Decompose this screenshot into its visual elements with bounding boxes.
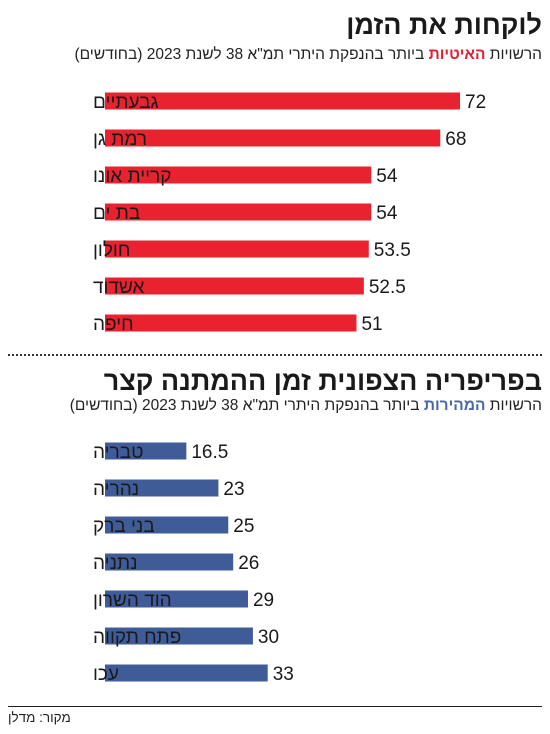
chart2-subtitle-end: ביותר בהנפקת היתרי תמ"א 38 לשנת 2023 (בח…	[69, 397, 424, 414]
chart2-category-label-0: טבריה	[93, 442, 144, 463]
chart2-value-label-2: 25	[233, 516, 254, 537]
chart1-category-label-1: רמת גן	[93, 129, 147, 150]
chart1-category-label-4: חולון	[93, 240, 130, 261]
chart2-bar-5	[105, 627, 253, 645]
chart1-value-label-0: 72	[465, 92, 486, 113]
chart1-subtitle-highlight: האיטיות	[428, 46, 486, 63]
chart1-value-label-4: 53.5	[374, 240, 411, 261]
chart1-title: לוקחות את הזמן	[346, 10, 542, 40]
chart2-category-label-3: נתניה	[93, 553, 138, 574]
chart2-value-label-1: 23	[223, 479, 244, 500]
source-note: מקור: מדלן	[8, 710, 71, 725]
chart2-subtitle-highlight: המהירות	[423, 397, 486, 414]
chart2-subtitle: הרשויות המהירות ביותר בהנפקת היתרי תמ"א …	[70, 397, 542, 415]
chart1-bar-0	[105, 92, 460, 110]
chart1-value-label-1: 68	[445, 129, 466, 150]
chart2-value-label-6: 33	[273, 664, 294, 685]
chart1-bar-2	[105, 166, 372, 184]
chart2-value-label-4: 29	[253, 590, 274, 611]
chart2-value-label-5: 30	[258, 627, 279, 648]
chart1-bar-1	[105, 129, 441, 147]
chart1-category-label-0: גבעתיים	[93, 92, 159, 113]
chart2-category-label-6: עכו	[93, 664, 119, 685]
chart1-category-label-2: קריית אונו	[93, 166, 171, 187]
chart1-category-label-5: אשדוד	[93, 277, 144, 298]
chart2-subtitle-start: הרשויות	[485, 397, 542, 414]
chart1-bar-5	[105, 277, 364, 295]
chart1-bar-3	[105, 203, 372, 221]
chart1-value-label-3: 54	[376, 203, 398, 224]
section-divider	[8, 354, 542, 356]
chart2-bars: טבריה 16.5 נהריה 23 בני ברק 25 נתניה 26 הוד השרו…	[93, 442, 294, 685]
chart1-subtitle-start: הרשויות	[485, 46, 542, 63]
chart2-category-label-5: פתח תקווה	[93, 627, 181, 648]
chart1-bar-4	[105, 240, 369, 258]
chart2-value-label-0: 16.5	[191, 442, 228, 463]
chart1-subtitle-end: ביותר בהנפקת היתרי תמ"א 38 לשנת 2023 (בח…	[74, 46, 429, 63]
bottom-rule	[8, 706, 542, 707]
chart2-bar-2	[105, 516, 229, 534]
chart2-category-label-4: הוד השרון	[93, 590, 172, 611]
chart1-bar-6	[105, 314, 357, 332]
chart1-bars: גבעתיים 72 רמת גן 68 קריית אונו 54 בת ים 54 חולו…	[93, 92, 486, 335]
chart1-value-label-6: 51	[361, 314, 382, 335]
chart2-bar-1	[105, 479, 219, 497]
chart1-category-label-6: חיפה	[93, 314, 134, 335]
chart2-category-label-1: נהריה	[93, 479, 139, 500]
chart2-bar-6	[105, 664, 268, 682]
chart2-value-label-3: 26	[238, 553, 259, 574]
chart1-value-label-5: 52.5	[369, 277, 406, 298]
chart1-subtitle: הרשויות האיטיות ביותר בהנפקת היתרי תמ"א …	[74, 46, 542, 64]
chart1-category-label-3: בת ים	[93, 203, 140, 224]
chart2-bar-4	[105, 590, 248, 608]
chart1-value-label-2: 54	[376, 166, 398, 187]
chart2-bar-0	[105, 442, 187, 460]
chart2-bar-3	[105, 553, 234, 571]
chart2-title: בפריפריה הצפונית זמן ההמתנה קצר	[103, 366, 542, 396]
chart2-category-label-2: בני ברק	[93, 516, 155, 537]
